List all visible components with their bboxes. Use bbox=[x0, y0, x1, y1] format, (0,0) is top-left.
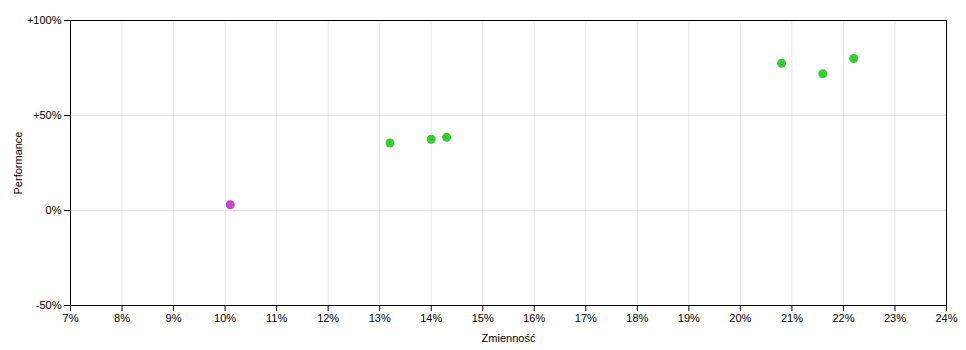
svg-text:21%: 21% bbox=[781, 312, 803, 324]
svg-text:13%: 13% bbox=[369, 312, 391, 324]
svg-text:7%: 7% bbox=[63, 312, 79, 324]
svg-text:+100%: +100% bbox=[27, 14, 62, 26]
svg-text:14%: 14% bbox=[420, 312, 442, 324]
svg-text:15%: 15% bbox=[472, 312, 494, 324]
svg-text:23%: 23% bbox=[884, 312, 906, 324]
svg-text:12%: 12% bbox=[317, 312, 339, 324]
svg-text:10%: 10% bbox=[214, 312, 236, 324]
svg-text:-50%: -50% bbox=[36, 299, 62, 311]
svg-text:11%: 11% bbox=[266, 312, 287, 324]
svg-text:Zmienność: Zmienność bbox=[482, 332, 536, 344]
svg-text:18%: 18% bbox=[626, 312, 648, 324]
svg-text:9%: 9% bbox=[166, 312, 182, 324]
svg-text:8%: 8% bbox=[114, 312, 130, 324]
svg-text:Performance: Performance bbox=[12, 132, 24, 195]
svg-text:20%: 20% bbox=[729, 312, 751, 324]
svg-text:24%: 24% bbox=[935, 312, 957, 324]
svg-text:22%: 22% bbox=[832, 312, 854, 324]
svg-text:0%: 0% bbox=[46, 204, 62, 216]
svg-text:16%: 16% bbox=[523, 312, 545, 324]
svg-text:+50%: +50% bbox=[33, 109, 62, 121]
svg-text:17%: 17% bbox=[575, 312, 597, 324]
svg-text:19%: 19% bbox=[678, 312, 700, 324]
